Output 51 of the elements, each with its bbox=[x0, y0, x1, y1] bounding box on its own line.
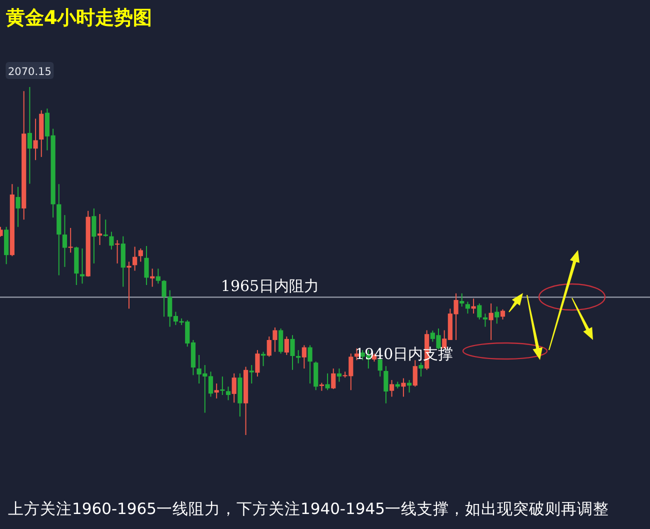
ref-line-label: 1965日内阻力 bbox=[220, 277, 320, 296]
candlestick bbox=[33, 118, 38, 161]
candlestick bbox=[80, 248, 85, 284]
candlestick bbox=[308, 344, 312, 384]
candlestick bbox=[144, 246, 149, 286]
candlestick bbox=[278, 328, 284, 354]
candlestick bbox=[401, 378, 406, 398]
candlestick bbox=[16, 186, 20, 228]
candlestick bbox=[138, 248, 143, 262]
candlestick bbox=[68, 227, 73, 254]
candlestick bbox=[255, 350, 260, 378]
candlestick bbox=[482, 313, 488, 328]
candlestick bbox=[156, 268, 160, 284]
candlestick bbox=[272, 326, 278, 352]
candlestick bbox=[290, 334, 295, 370]
annotation: 2070.15 bbox=[8, 66, 52, 78]
candlestick bbox=[232, 372, 236, 404]
candlestick bbox=[494, 306, 500, 324]
candlestick bbox=[284, 336, 289, 356]
candlestick bbox=[226, 386, 231, 401]
chart-title: 黄金4小时走势图 bbox=[5, 7, 152, 29]
candlestick bbox=[266, 336, 272, 358]
candlestick bbox=[103, 219, 108, 238]
candlestick bbox=[471, 298, 476, 314]
candlestick bbox=[92, 208, 96, 264]
candlestick bbox=[220, 376, 225, 396]
candlestick bbox=[62, 214, 68, 268]
candlestick bbox=[302, 344, 306, 370]
candlestick bbox=[389, 380, 394, 398]
candlestick bbox=[249, 364, 254, 384]
candlestick bbox=[214, 382, 219, 399]
candlestick bbox=[418, 362, 424, 378]
candlestick bbox=[132, 246, 138, 272]
candlestick bbox=[384, 366, 388, 404]
candlestick bbox=[27, 86, 32, 184]
candlestick bbox=[150, 268, 155, 288]
candlestick bbox=[126, 261, 132, 310]
text: 上方关注1960-1965一线阻力，下方关注1940-1945一线支撑，如出现突破则再调整 bbox=[8, 500, 609, 518]
candlestick bbox=[331, 368, 336, 390]
candlestick bbox=[109, 231, 114, 250]
candlestick bbox=[115, 240, 120, 264]
candlestick bbox=[412, 360, 418, 388]
candlestick bbox=[336, 368, 342, 382]
candlestick bbox=[465, 301, 470, 314]
candlestick bbox=[488, 302, 494, 340]
candlestick bbox=[477, 302, 482, 320]
candlestick bbox=[460, 292, 464, 308]
candlestick bbox=[162, 280, 166, 318]
candlestick bbox=[325, 372, 330, 391]
candlestick bbox=[97, 214, 102, 246]
candlestick bbox=[500, 308, 506, 320]
